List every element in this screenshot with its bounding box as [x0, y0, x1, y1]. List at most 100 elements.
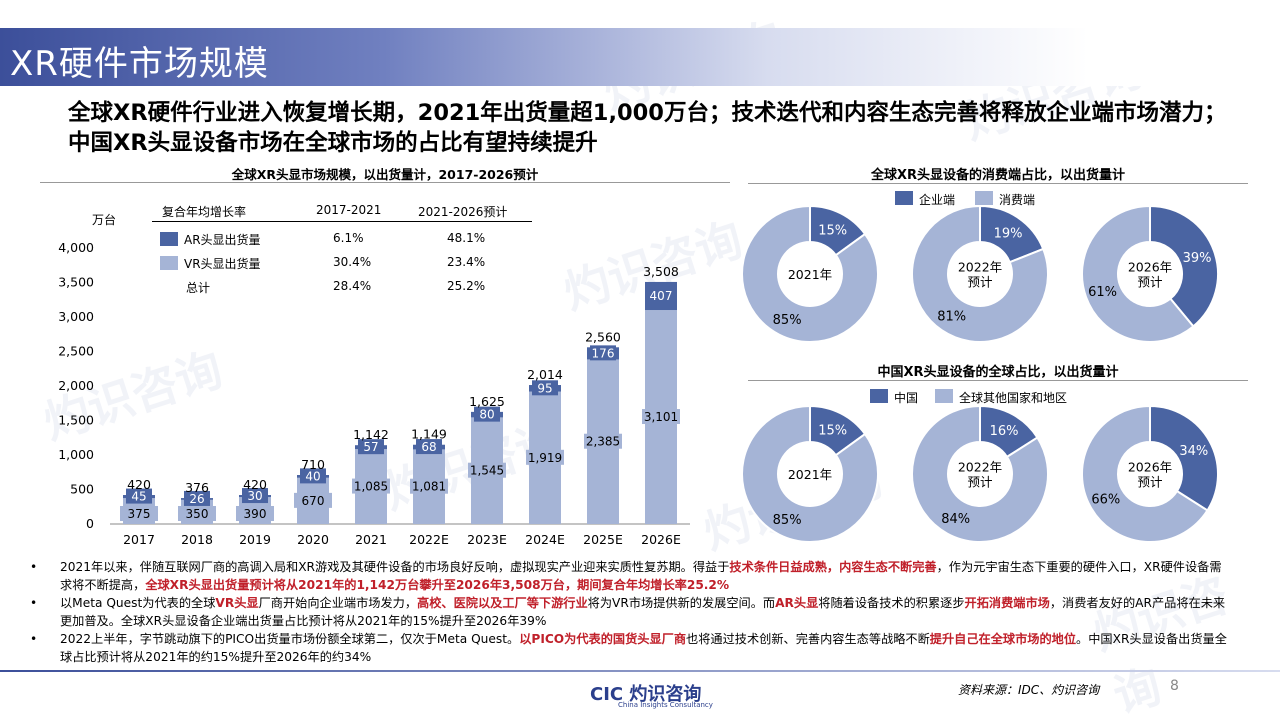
ar-label-box: [242, 488, 268, 504]
donut-center-label: 预计: [967, 275, 992, 290]
slice-label: 85%: [773, 313, 802, 328]
ar-value-label: 68: [421, 440, 436, 454]
divider: [748, 183, 1248, 184]
donut-center-label: 2026年: [1128, 460, 1172, 475]
total-label: 420: [243, 477, 267, 492]
highlight-text: 高校、医院以及工厂等下游行业: [417, 596, 588, 610]
vr-value-label: 1,919: [528, 451, 562, 465]
unit-label: 万台: [92, 213, 117, 227]
vr-label-box: [120, 506, 158, 521]
cagr-header: 复合年均增长率: [162, 205, 247, 219]
slice-label: 66%: [1091, 492, 1120, 507]
page-number: 8: [1170, 678, 1179, 694]
ar-label-box: [474, 406, 500, 422]
ar-label-box: [126, 488, 152, 504]
vr-label-box: [352, 478, 390, 494]
total-label: 420: [127, 477, 151, 492]
ar-value-label: 95: [537, 381, 552, 395]
slice-label: 19%: [994, 227, 1023, 242]
donut-slice: [911, 204, 1049, 343]
y-tick-label: 1,500: [58, 413, 94, 428]
legend-consumer-swatch: [975, 191, 993, 205]
y-tick-label: 0: [86, 516, 94, 531]
donut-slice: [1081, 404, 1209, 543]
slice-label: 15%: [818, 223, 847, 238]
vr-value-label: 390: [244, 507, 267, 521]
cagr-row-total-v1: 28.4%: [333, 279, 372, 293]
body-text: 将随着设备技术的积累逐步: [818, 596, 965, 610]
ar-value-label: 26: [189, 492, 204, 506]
donut-hole: [1119, 243, 1181, 305]
highlight-text: 技术条件日益成熟，内容生态不断完善: [729, 560, 937, 574]
cagr-row-vr-v1: 30.4%: [333, 255, 372, 269]
x-tick-label: 2021: [355, 532, 387, 547]
x-tick-label: 2023E: [467, 532, 507, 547]
vr-label-box: [468, 462, 506, 478]
left-chart-title: 全球XR头显市场规模，以出货量计，2017-2026预计: [231, 167, 539, 182]
bullet-dot: •: [30, 596, 38, 610]
y-tick-label: 3,000: [58, 309, 94, 324]
legend-vr-swatch: [160, 256, 178, 270]
cagr-col-1: 2017-2021: [316, 203, 382, 217]
vr-value-label: 670: [302, 494, 325, 508]
y-tick-label: 2,500: [58, 344, 94, 359]
highlight-text: 提升自己在全球市场的地位: [929, 632, 1077, 646]
ar-label-box: [358, 439, 384, 455]
slice-label: 85%: [773, 513, 802, 528]
donut-center-label: 预计: [967, 475, 992, 490]
highlight-text: AR头显: [775, 596, 819, 610]
body-text: 2022上半年，字节跳动旗下的PICO出货量市场份额全球第二，仅次于Meta Q…: [60, 632, 520, 646]
cagr-rule: [152, 221, 532, 222]
ar-value-label: 176: [592, 346, 615, 360]
body-text: 也将通过技术创新、完善内容生态等战略不断: [686, 632, 930, 646]
cagr-row-total-v2: 25.2%: [447, 279, 486, 293]
donut-center-label: 预计: [1137, 275, 1162, 290]
bullet-list: • 2021年以来，伴随互联网厂商的高调入局和XR游戏及其硬件设备的市场良好反响，…: [30, 558, 1230, 666]
headline: 全球XR硬件行业进入恢复增长期，2021年出货量超1,000万台；技术迭代和内容…: [68, 100, 1227, 156]
donut-hole: [1119, 443, 1181, 505]
vr-value-label: 350: [186, 507, 209, 521]
donut-center-label: 2021年: [788, 467, 832, 482]
donut-hole: [779, 243, 841, 305]
cagr-row-vr-v2: 23.4%: [447, 255, 486, 269]
company-logo: CIC 灼识咨询: [590, 684, 702, 705]
bullet-dot: •: [30, 632, 38, 646]
vr-label-box: [294, 492, 332, 508]
slice-label: 84%: [941, 512, 970, 527]
vr-label-box: [526, 449, 564, 465]
donut-slice: [1149, 404, 1219, 512]
vr-label-box: [236, 506, 274, 521]
ar-value-label: 407: [650, 289, 673, 303]
x-tick-label: 2025E: [583, 532, 623, 547]
donut-center-label: 2022年: [958, 260, 1002, 275]
footer-rule: [0, 670, 1280, 672]
legend-consumer: 消费端: [999, 193, 1036, 207]
bullet-item: • 2021年以来，伴随互联网厂商的高调入局和XR游戏及其硬件设备的市场良好反响，…: [30, 558, 1230, 594]
x-tick-label: 2024E: [525, 532, 565, 547]
vr-value-label: 2,385: [586, 435, 620, 449]
page-title: XR硬件市场规模: [10, 44, 269, 84]
ar-value-label: 57: [363, 440, 378, 454]
vr-value-label: 1,085: [354, 480, 388, 494]
ar-value-label: 40: [305, 469, 320, 483]
china-share-title: 中国XR头显设备的全球占比，以出货量计: [877, 365, 1119, 380]
body-text: 厂商开始向企业端市场发力，: [258, 596, 418, 610]
ar-label-box: [532, 380, 558, 396]
vr-value-label: 1,545: [470, 464, 504, 478]
body-text: 以Meta Quest为代表的全球: [60, 596, 216, 610]
y-tick-label: 2,000: [58, 378, 94, 393]
ar-label-box: [416, 439, 442, 455]
vr-label-box: [584, 433, 622, 449]
ar-label-box: [184, 490, 210, 506]
legend-enterprise: 企业端: [919, 193, 956, 207]
cagr-row-ar-v1: 6.1%: [333, 231, 364, 245]
total-label: 1,149: [411, 427, 447, 442]
donut-slice: [741, 204, 879, 343]
bar-chart: 0 500 1,000 1,500 2,000 2,500 3,000 3,500 4,000 4…: [58, 240, 690, 547]
vr-value-label: 3,101: [644, 410, 678, 424]
ar-label-box: [300, 468, 326, 484]
slice-label: 39%: [1183, 251, 1212, 266]
cagr-row-vr-label: VR头显出货量: [184, 257, 261, 271]
ar-label-box: [590, 345, 616, 361]
